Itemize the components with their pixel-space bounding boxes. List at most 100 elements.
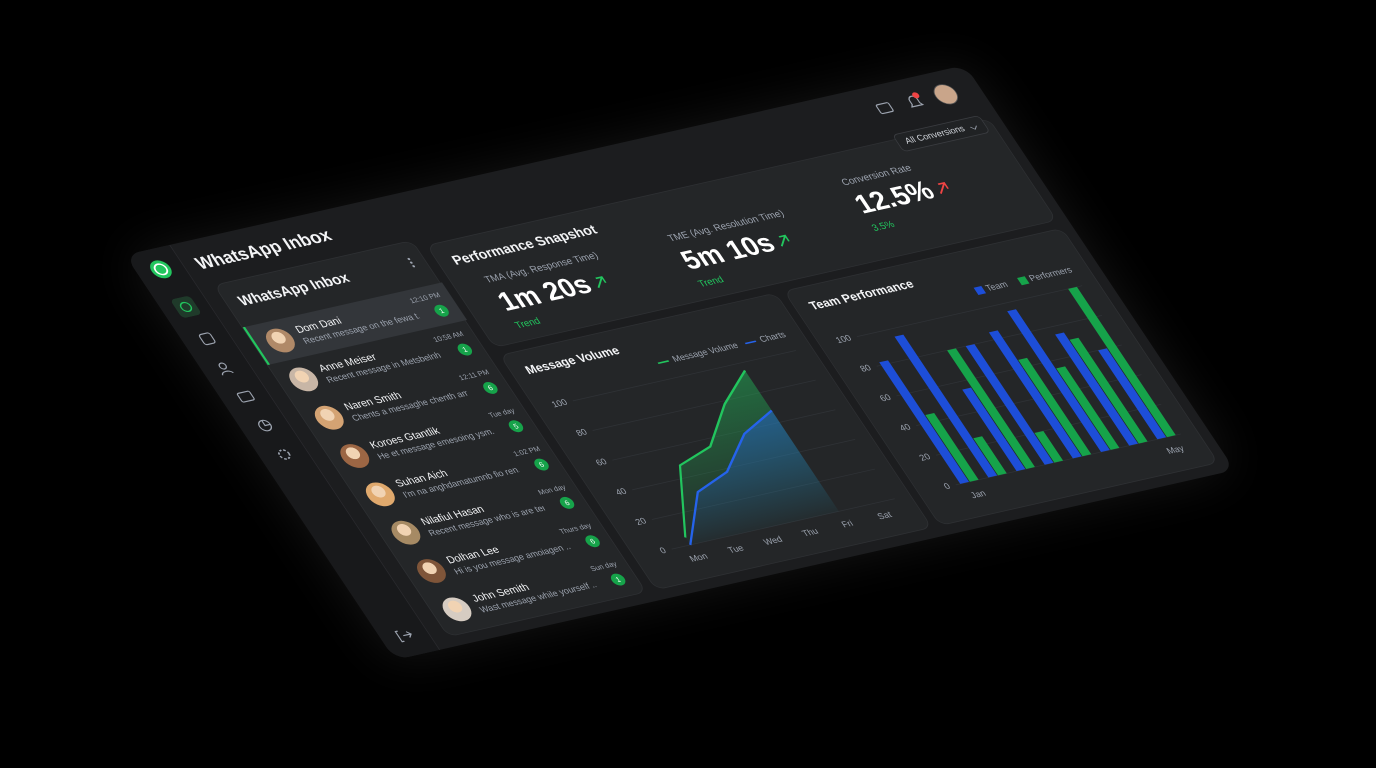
- avatar: [283, 365, 324, 394]
- y-tick-label: 0: [942, 481, 953, 491]
- inbox-title: WhatsApp Inbox: [234, 269, 353, 309]
- series-line: [678, 369, 747, 538]
- filter-dropdown[interactable]: All Conversions: [891, 115, 991, 153]
- bar: [1056, 366, 1120, 450]
- logout[interactable]: [389, 624, 421, 647]
- grid-line: [572, 350, 797, 402]
- y-tick-label: 60: [594, 457, 609, 468]
- chart-title: Team Performance: [806, 277, 916, 312]
- unread-badge: 6: [531, 457, 552, 472]
- bar: [879, 360, 970, 484]
- metric: TME (Avg. Resolution Time) 5m 10s Trend: [665, 208, 817, 289]
- metric: Conversion Rate 12.5% 3.5%: [839, 157, 967, 233]
- top-icons: [875, 83, 962, 115]
- logo: [150, 260, 172, 279]
- bar: [988, 330, 1082, 459]
- notification-dot: [912, 92, 920, 99]
- x-tick-label: Wed: [761, 534, 784, 547]
- unread-badge: 1: [431, 303, 452, 318]
- y-tick-label: 100: [549, 397, 569, 409]
- x-tick-label: Fri: [839, 518, 855, 529]
- message-time: 10:58 AM: [431, 329, 466, 344]
- message-time: 1:02 PM: [511, 444, 542, 458]
- avatar: [411, 556, 452, 586]
- x-tick-label: Jan: [968, 488, 987, 500]
- avatar: [334, 441, 375, 471]
- trend-arrow: [937, 182, 949, 195]
- unread-badge: 6: [557, 495, 578, 511]
- message-volume-chart: Message Volume Charts Message Volume 0 20 40 6…: [522, 330, 895, 564]
- x-tick-label: Sat: [875, 510, 894, 522]
- unread-badge: 1: [608, 572, 629, 587]
- bar: [1007, 309, 1110, 453]
- menu-dots[interactable]: [405, 256, 417, 269]
- sidebar: [125, 244, 441, 660]
- legend-swatch: [657, 360, 670, 365]
- avatar: [385, 518, 426, 548]
- user-avatar[interactable]: [930, 83, 962, 106]
- bar: [1069, 337, 1148, 444]
- bar: [962, 387, 1026, 472]
- chart-title: Message Volume: [522, 344, 622, 377]
- area-fill: [690, 410, 839, 545]
- y-tick-label: 100: [834, 333, 854, 345]
- unread-badge: 5: [505, 419, 526, 434]
- x-tick-label: Tue: [726, 543, 746, 555]
- x-tick-label: Mon: [688, 551, 710, 563]
- nav-settings[interactable]: [268, 443, 300, 466]
- bell-icon[interactable]: [906, 95, 925, 108]
- series-line: [689, 409, 773, 546]
- y-tick-label: 40: [898, 422, 913, 433]
- bar: [947, 348, 1035, 469]
- mail-icon[interactable]: [875, 102, 894, 115]
- avatar: [260, 326, 301, 355]
- bar: [1034, 430, 1064, 463]
- bar: [894, 334, 998, 478]
- trend-arrow: [778, 234, 790, 247]
- avatar: [309, 403, 350, 433]
- performance-panel: Performance Snapshot TMA (Avg. Response …: [426, 117, 1058, 348]
- chevron: [970, 125, 977, 130]
- y-tick-label: 20: [633, 516, 648, 527]
- nav-history[interactable]: [191, 327, 223, 350]
- y-tick-label: 80: [858, 363, 873, 374]
- legend-label: Team: [983, 279, 1009, 292]
- legend-label: Message Volume: [670, 340, 740, 363]
- y-tick-label: 20: [917, 452, 932, 463]
- y-tick-label: 0: [658, 546, 669, 556]
- dashboard: WhatsApp Inbox WhatsApp Inbox Dom Dani Re…: [125, 65, 1235, 660]
- legend-swatch: [744, 340, 757, 345]
- legend-label: Charts: [757, 330, 788, 344]
- bar: [1055, 332, 1139, 446]
- grid-line: [856, 285, 1083, 338]
- nav-contacts[interactable]: [210, 356, 242, 379]
- x-tick-label: Thu: [800, 526, 820, 538]
- y-tick-label: 40: [613, 486, 628, 497]
- nav-chats[interactable]: [170, 295, 202, 318]
- message-time: Mon day: [536, 483, 568, 497]
- nav-reports[interactable]: [249, 414, 281, 437]
- message-time: Sun day: [588, 559, 619, 573]
- unread-badge: 6: [480, 380, 501, 396]
- bar: [1068, 286, 1176, 438]
- bar: [965, 344, 1054, 465]
- legend-label: Performers: [1027, 265, 1075, 283]
- nav-inbox[interactable]: [230, 385, 262, 408]
- trend-arrow: [595, 276, 607, 289]
- inbox-panel: WhatsApp Inbox Dom Dani Recent message on…: [213, 240, 647, 638]
- team-performance-panel: Team Performance Performers Team 0 20 40 60 80 1…: [783, 227, 1219, 526]
- avatar: [360, 480, 401, 509]
- bar: [1018, 357, 1092, 457]
- message-time: Thurs day: [557, 521, 594, 536]
- bar: [925, 413, 979, 482]
- message-time: 12:11 PM: [457, 368, 491, 382]
- x-tick-label: May: [1164, 443, 1186, 455]
- bar: [973, 436, 1007, 476]
- message-time: Tue day: [486, 406, 517, 420]
- legend-swatch: [1017, 276, 1030, 286]
- avatar: [437, 595, 477, 624]
- team-performance-chart: Team Performance Performers Team 0 20 40 60 80 1…: [806, 265, 1186, 500]
- bar: [1098, 348, 1167, 440]
- y-tick-label: 60: [878, 392, 893, 403]
